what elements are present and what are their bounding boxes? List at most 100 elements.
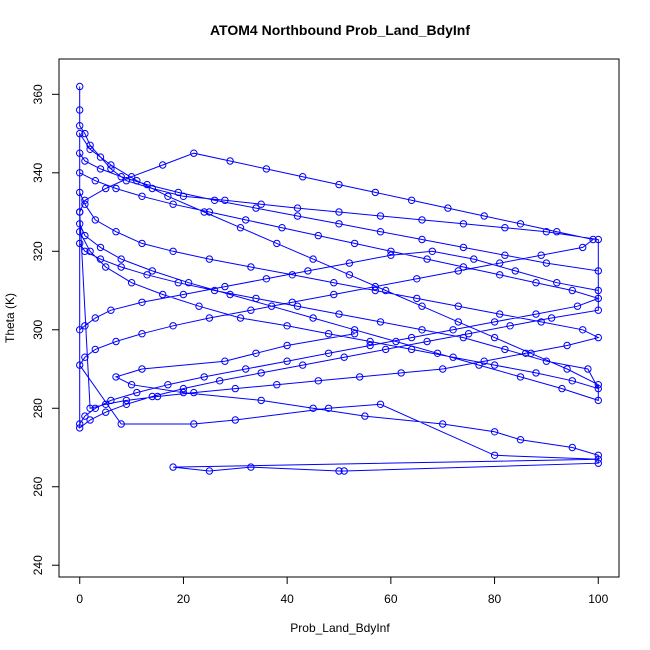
- data-point: [594, 306, 602, 314]
- data-point: [423, 255, 431, 263]
- data-point: [350, 330, 359, 338]
- data-point: [464, 330, 473, 338]
- data-point: [247, 306, 255, 314]
- data-point: [205, 467, 214, 475]
- data-point: [454, 318, 462, 326]
- data-point: [231, 416, 240, 424]
- data-point: [392, 337, 400, 346]
- data-point: [247, 263, 255, 271]
- data-point: [382, 345, 390, 354]
- data-point: [335, 208, 343, 216]
- data-point: [76, 129, 84, 138]
- data-point: [169, 322, 177, 330]
- data-point: [532, 279, 540, 287]
- data-point: [309, 404, 317, 412]
- data-point: [81, 247, 89, 256]
- data-point: [527, 349, 535, 357]
- data-point: [76, 149, 84, 157]
- data-point: [76, 82, 84, 91]
- data-point: [413, 294, 421, 303]
- data-point: [594, 294, 602, 303]
- data-point: [91, 404, 100, 412]
- data-point: [112, 184, 120, 193]
- data-point: [159, 290, 167, 299]
- data-point: [210, 286, 219, 295]
- data-point: [387, 247, 395, 256]
- data-point: [496, 310, 504, 318]
- data-point: [594, 459, 602, 467]
- data-point: [299, 173, 307, 181]
- data-point: [81, 196, 89, 205]
- data-point: [226, 157, 234, 165]
- data-point: [516, 436, 525, 444]
- data-point: [86, 141, 94, 150]
- data-point: [169, 463, 177, 471]
- data-point: [568, 286, 576, 295]
- y-tick-label: 300: [31, 319, 45, 339]
- data-point: [501, 224, 509, 232]
- data-point: [257, 200, 265, 208]
- data-point: [532, 310, 540, 318]
- data-point: [102, 263, 110, 271]
- data-point: [594, 333, 602, 342]
- data-point: [553, 279, 561, 287]
- data-point: [547, 314, 556, 322]
- data-point: [236, 224, 245, 232]
- series-line: [79, 86, 600, 472]
- data-point: [236, 314, 245, 322]
- data-point: [81, 412, 89, 420]
- data-point: [221, 357, 229, 365]
- data-point: [169, 247, 177, 256]
- data-point: [262, 275, 271, 283]
- data-point: [293, 302, 302, 310]
- data-point: [340, 467, 348, 475]
- data-point: [107, 396, 115, 405]
- data-point: [96, 255, 105, 263]
- data-point: [102, 400, 110, 408]
- data-point: [133, 388, 141, 397]
- data-point: [267, 302, 276, 310]
- data-point: [86, 416, 94, 424]
- data-point: [76, 326, 84, 334]
- data-point: [459, 243, 468, 252]
- data-point: [76, 220, 84, 228]
- data-point: [112, 337, 120, 346]
- x-tick-label: 60: [384, 592, 398, 606]
- data-point: [190, 420, 198, 428]
- data-point: [221, 196, 229, 205]
- data-point: [356, 373, 364, 381]
- x-tick-label: 20: [177, 592, 191, 606]
- data-point: [148, 267, 157, 275]
- data-point: [371, 286, 379, 295]
- x-tick-label: 0: [76, 592, 83, 606]
- data-point: [314, 377, 322, 385]
- data-point: [335, 310, 343, 318]
- data-point: [107, 161, 115, 169]
- data-point: [475, 361, 483, 369]
- data-point: [86, 145, 94, 154]
- y-tick-label: 240: [31, 555, 45, 575]
- data-point: [454, 267, 462, 275]
- data-point: [242, 216, 250, 224]
- data-point: [490, 451, 499, 459]
- data-point: [314, 231, 322, 240]
- data-point: [127, 279, 136, 287]
- data-point: [122, 177, 131, 185]
- data-point: [164, 381, 172, 389]
- data-point: [91, 314, 100, 322]
- data-point: [293, 204, 302, 212]
- data-point: [418, 235, 426, 244]
- data-point: [76, 424, 84, 432]
- data-point: [490, 428, 499, 436]
- data-point: [200, 373, 208, 381]
- data-point: [490, 361, 499, 369]
- data-point: [226, 290, 234, 299]
- data-point: [138, 365, 146, 373]
- y-tick-label: 360: [31, 84, 45, 104]
- data-point: [537, 251, 545, 259]
- data-point: [439, 365, 447, 373]
- data-point: [376, 318, 385, 326]
- data-point: [86, 247, 94, 256]
- data-point: [594, 451, 602, 459]
- data-point: [449, 326, 457, 334]
